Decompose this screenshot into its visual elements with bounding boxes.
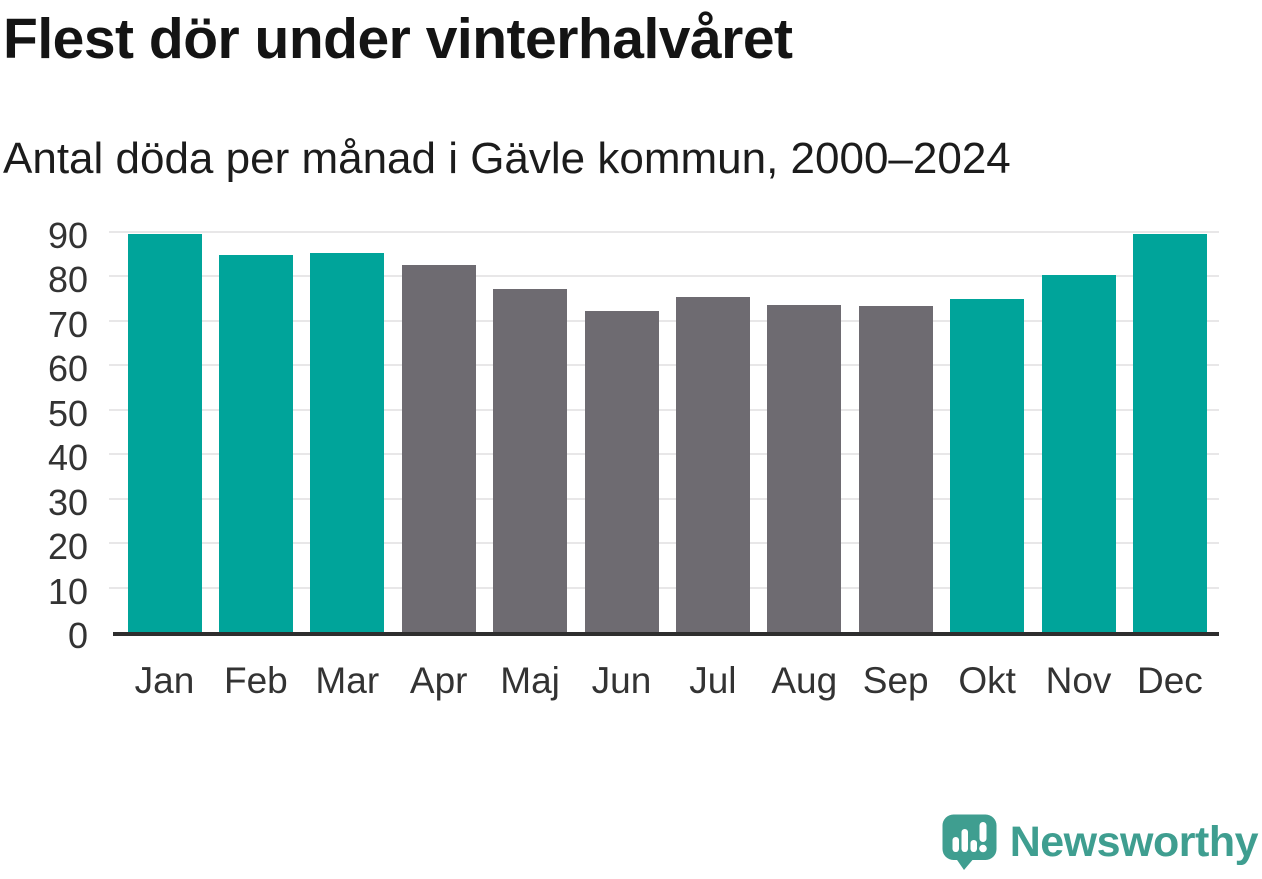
bar-jan: [127, 234, 202, 632]
newsworthy-logo: Newsworthy: [942, 814, 1259, 871]
gridline-50: [109, 408, 1219, 411]
bar-jun: [584, 311, 659, 632]
gridline-10: [109, 586, 1219, 589]
y-tick-label-70: 70: [47, 303, 88, 345]
gridline-60: [109, 364, 1219, 367]
newsworthy-logo-text: Newsworthy: [1009, 818, 1259, 866]
x-tick-label-nov: Nov: [1045, 660, 1112, 701]
chart-title: Flest dör under vinterhalvåret: [3, 7, 793, 71]
bar-jul: [675, 296, 750, 632]
gridline-20: [109, 542, 1219, 545]
x-tick-label-mar: Mar: [315, 660, 380, 701]
y-tick-label-0: 0: [67, 615, 88, 656]
y-tick-label-20: 20: [47, 526, 88, 568]
bar-mar: [310, 253, 385, 632]
x-tick-label-jun: Jun: [591, 660, 652, 701]
y-tick-label-10: 10: [47, 570, 88, 612]
bar-maj: [493, 288, 568, 632]
x-tick-label-jan: Jan: [134, 660, 195, 701]
y-tick-label-80: 80: [47, 259, 88, 301]
gridline-30: [109, 497, 1219, 500]
y-tick-label-60: 60: [47, 348, 88, 390]
plot-area: [109, 231, 1219, 636]
x-axis: Jan Feb Mar Apr Maj Jun Jul Aug Sep Okt Nov Dec: [113, 660, 1219, 710]
bar-feb: [218, 254, 293, 632]
gridline-80: [109, 275, 1219, 278]
x-tick-label-okt: Okt: [958, 660, 1016, 701]
x-tick-label-maj: Maj: [500, 660, 560, 701]
bar-sep: [858, 306, 933, 632]
newsworthy-logo-icon: [942, 814, 997, 870]
bar-apr: [401, 265, 476, 632]
y-tick-label-40: 40: [47, 437, 88, 479]
x-tick-label-apr: Apr: [409, 660, 468, 701]
bar-nov: [1041, 275, 1116, 632]
x-tick-label-aug: Aug: [771, 660, 838, 701]
x-tick-label-jul: Jul: [689, 660, 737, 701]
bar-okt: [950, 299, 1025, 632]
chart-subtitle: Antal döda per månad i Gävle kommun, 200…: [3, 134, 1011, 183]
y-tick-label-90: 90: [47, 215, 88, 256]
x-tick-label-feb: Feb: [224, 660, 288, 701]
gridline-40: [109, 453, 1219, 456]
y-tick-label-30: 30: [47, 481, 88, 523]
bar-dec: [1132, 234, 1207, 632]
y-tick-label-50: 50: [47, 392, 88, 434]
gridline-90: [109, 231, 1219, 233]
x-tick-label-sep: Sep: [862, 660, 929, 701]
x-tick-label-dec: Dec: [1136, 660, 1203, 701]
y-axis: 0 10 20 30 40 50 60 70 80 90: [0, 218, 88, 654]
bar-aug: [767, 305, 842, 632]
gridline-70: [109, 319, 1219, 322]
